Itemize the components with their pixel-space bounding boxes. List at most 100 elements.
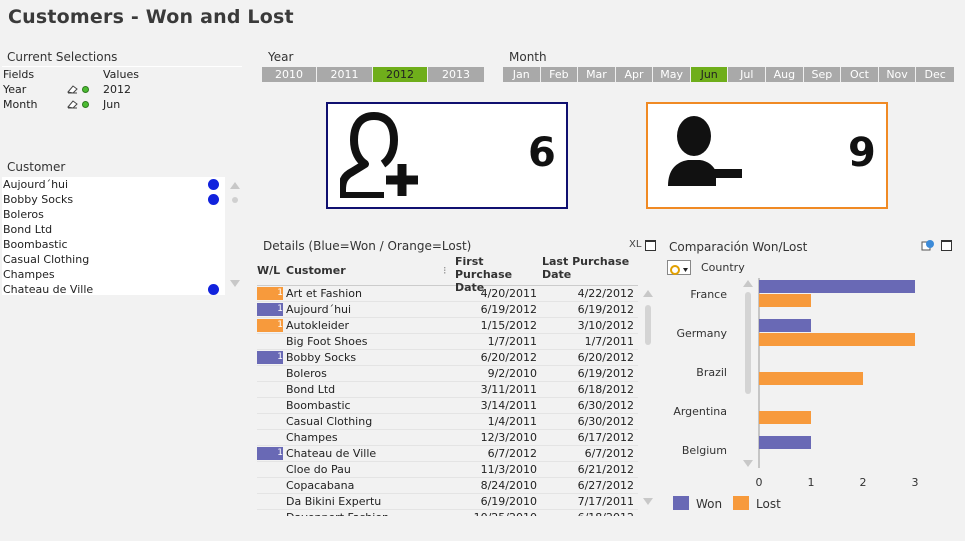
month-option-feb[interactable]: Feb <box>540 67 579 82</box>
selection-value: 2012 <box>103 83 131 96</box>
list-item-label: Boombastic <box>3 238 68 251</box>
wl-cell <box>257 381 286 398</box>
list-item[interactable]: Champes <box>2 267 225 282</box>
table-row[interactable]: Cloe do Pau 11/3/2010 6/21/2012 <box>257 461 638 478</box>
table-row[interactable]: 1 Aujourd´hui 6/19/2012 6/19/2012 <box>257 301 638 318</box>
table-row[interactable]: 1 Chateau de Ville 6/7/2012 6/7/2012 <box>257 445 638 462</box>
eraser-icon[interactable] <box>67 85 78 94</box>
year-label: Year <box>268 50 294 64</box>
month-option-dec[interactable]: Dec <box>916 67 954 82</box>
customer-cell[interactable]: Art et Fashion <box>286 286 439 302</box>
table-row[interactable]: Copacabana 8/24/2010 6/27/2012 <box>257 477 638 494</box>
year-option-2012[interactable]: 2012 <box>373 67 428 82</box>
year-option-2013[interactable]: 2013 <box>428 67 484 82</box>
customer-listbox[interactable]: Aujourd´hui Bobby Socks Boleros Bond Ltd… <box>2 177 225 297</box>
table-row[interactable]: 1 Art et Fashion 4/20/2011 4/22/2012 <box>257 286 638 302</box>
list-item[interactable]: Aujourd´hui <box>2 177 225 192</box>
table-row[interactable]: Big Foot Shoes 1/7/2011 1/7/2011 <box>257 333 638 350</box>
table-row[interactable]: Bond Ltd 3/11/2011 6/18/2012 <box>257 381 638 398</box>
bar-lost <box>759 372 863 385</box>
month-option-jul[interactable]: Jul <box>728 67 767 82</box>
scroll-up-icon <box>230 182 240 189</box>
customer-cell[interactable]: Casual Clothing <box>286 413 439 430</box>
list-item[interactable]: Boleros <box>2 207 225 222</box>
month-option-jan[interactable]: Jan <box>503 67 541 82</box>
customer-cell[interactable]: Boleros <box>286 365 439 382</box>
customer-cell[interactable]: Bond Ltd <box>286 381 439 398</box>
table-row[interactable]: 1 Bobby Socks 6/20/2012 6/20/2012 <box>257 349 638 366</box>
month-option-sep[interactable]: Sep <box>803 67 842 82</box>
year-selector[interactable]: 2010 2011 2012 2013 <box>262 67 484 82</box>
empty-indicator <box>257 335 283 348</box>
customer-cell[interactable]: Boombastic <box>286 397 439 414</box>
last-purchase-cell: 6/17/2012 <box>541 429 638 446</box>
won-indicator: 1 <box>257 447 283 460</box>
customer-cell[interactable]: Champes <box>286 429 439 446</box>
month-option-mar[interactable]: Mar <box>578 67 616 82</box>
customer-cell[interactable]: Copacabana <box>286 477 439 494</box>
month-option-oct[interactable]: Oct <box>841 67 879 82</box>
table-row[interactable]: Casual Clothing 1/4/2011 6/30/2012 <box>257 413 638 430</box>
maximize-icon[interactable] <box>645 240 656 251</box>
month-option-jun[interactable]: Jun <box>690 67 729 82</box>
kpi-won-box[interactable]: 6 <box>326 102 568 209</box>
month-option-aug[interactable]: Aug <box>766 67 804 82</box>
empty-indicator <box>257 479 283 492</box>
maximize-icon[interactable] <box>941 240 952 251</box>
lost-indicator: 1 <box>257 319 283 332</box>
customer-cell[interactable]: Bobby Socks <box>286 349 439 366</box>
list-item[interactable]: Bobby Socks <box>2 192 225 207</box>
customer-cell[interactable]: Da Bikini Expertu <box>286 493 439 510</box>
empty-indicator <box>257 415 283 428</box>
table-row[interactable]: Da Bikini Expertu 6/19/2010 7/17/2011 <box>257 493 638 510</box>
eraser-icon[interactable] <box>67 100 78 109</box>
cycle-group-icon <box>670 265 688 275</box>
bar-lost <box>759 411 811 424</box>
kpi-lost-box[interactable]: 9 <box>646 102 888 209</box>
won-lost-bar-chart: France Germany Brazil Argentina Belgium 0 1 2 3 W… <box>673 278 919 511</box>
table-row[interactable]: Boombastic 3/14/2011 6/30/2012 <box>257 397 638 414</box>
details-table-scrollbar[interactable] <box>642 288 654 510</box>
table-row[interactable]: Boleros 9/2/2010 6/19/2012 <box>257 365 638 382</box>
customer-cell[interactable]: Big Foot Shoes <box>286 333 439 350</box>
last-purchase-cell: 7/17/2011 <box>541 493 638 510</box>
column-header-wl[interactable]: W/L <box>257 264 281 277</box>
wl-cell <box>257 493 286 510</box>
wl-cell <box>257 365 286 382</box>
customer-cell[interactable]: Chateau de Ville <box>286 445 439 462</box>
page-title: Customers - Won and Lost <box>8 6 294 28</box>
table-row[interactable]: Champes 12/3/2010 6/17/2012 <box>257 429 638 446</box>
month-option-apr[interactable]: Apr <box>615 67 654 82</box>
export-excel-button[interactable]: XL <box>629 239 642 250</box>
chart-title: Comparación Won/Lost <box>669 240 808 254</box>
add-user-icon <box>340 112 418 198</box>
first-purchase-cell: 11/3/2010 <box>439 461 541 478</box>
year-option-2010[interactable]: 2010 <box>262 67 317 82</box>
customer-cell[interactable]: Aujourd´hui <box>286 301 439 318</box>
month-option-may[interactable]: May <box>653 67 691 82</box>
column-header-last-purchase[interactable]: Last Purchase Date <box>542 255 630 281</box>
details-table-title: Details (Blue=Won / Orange=Lost) <box>263 239 472 253</box>
customer-cell[interactable]: Cloe do Pau <box>286 461 439 478</box>
month-option-nov[interactable]: Nov <box>878 67 917 82</box>
list-item[interactable]: Casual Clothing <box>2 252 225 267</box>
year-option-2011[interactable]: 2011 <box>317 67 373 82</box>
customer-cell[interactable]: Autokleider <box>286 317 439 334</box>
list-item[interactable]: Boombastic <box>2 237 225 252</box>
customer-listbox-scrollbar[interactable] <box>229 180 241 292</box>
table-row[interactable]: 1 Autokleider 1/15/2012 3/10/2012 <box>257 317 638 334</box>
column-header-first-purchase[interactable]: First Purchase Date <box>455 255 513 294</box>
month-selector[interactable]: Jan Feb Mar Apr May Jun Jul Aug Sep Oct … <box>503 67 954 82</box>
last-purchase-cell: 6/30/2012 <box>541 413 638 430</box>
first-purchase-cell: 3/11/2011 <box>439 381 541 398</box>
list-item[interactable]: Chateau de Ville <box>2 282 225 297</box>
dimension-cycle-button[interactable] <box>667 260 691 275</box>
list-item-label: Champes <box>3 268 55 281</box>
chart-options-icon[interactable] <box>921 238 935 252</box>
selection-value: Jun <box>103 98 121 111</box>
list-item[interactable]: Bond Ltd <box>2 222 225 237</box>
wl-cell <box>257 429 286 446</box>
column-header-customer[interactable]: Customer <box>286 264 346 277</box>
customer-cell[interactable]: Davenport Fashion <box>286 509 439 516</box>
